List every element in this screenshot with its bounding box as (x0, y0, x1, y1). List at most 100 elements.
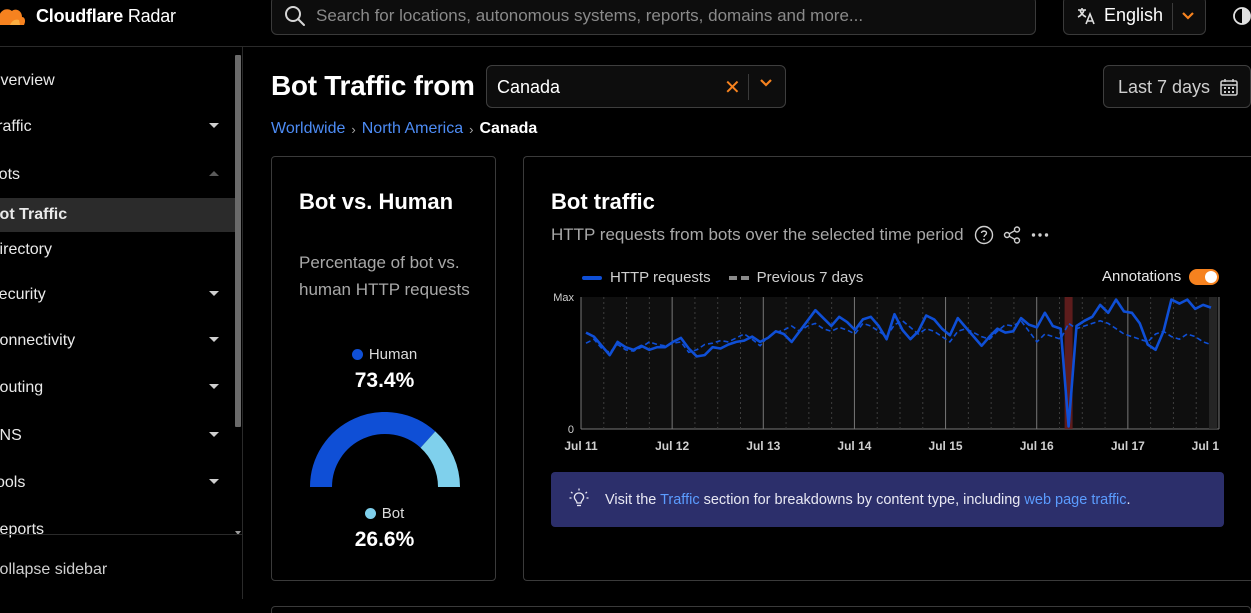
human-label: Human (368, 346, 418, 363)
chevron-down-icon[interactable] (1181, 11, 1195, 21)
sidebar-item-routing[interactable]: Routing (0, 371, 236, 405)
x-tick-label: Jul 13 (746, 439, 780, 453)
sidebar-scrollbar[interactable] (234, 55, 242, 535)
divider (1172, 3, 1173, 30)
translate-icon (1077, 7, 1095, 24)
help-icon[interactable] (974, 225, 994, 245)
bot-dot-icon (364, 508, 376, 519)
breadcrumb-north-america[interactable]: North America (361, 120, 464, 137)
next-card (271, 606, 1251, 613)
human-dot-icon (351, 349, 363, 360)
brand-logo[interactable]: Cloudflare Radar (0, 5, 176, 27)
legend-label: HTTP requests (610, 269, 711, 286)
sidebar-item-label: Traffic (0, 118, 32, 135)
sidebar-item-reports[interactable]: Reports (0, 513, 236, 547)
location-select[interactable]: Canada ✕ (486, 65, 786, 108)
x-tick-label: Jul 14 (837, 439, 871, 453)
x-tick-label: Jul 12 (655, 439, 689, 453)
annotations-label: Annotations (1102, 268, 1182, 285)
annotations-toggle[interactable] (1189, 268, 1220, 285)
sidebar-item-label: Security (0, 286, 46, 303)
bot-traffic-line-chart: Jul 11 Jul 12 Jul 13 Jul 14 Jul 15 Jul 16 Jul … (553, 292, 1220, 453)
caret-down-icon (209, 123, 219, 128)
collapse-sidebar-label: Collapse sidebar (0, 561, 108, 578)
cloudflare-logo-icon (0, 9, 26, 25)
sidebar-item-label: Routing (0, 379, 44, 396)
bot-label: Bot (381, 505, 405, 522)
card-subtitle-row: HTTP requests from bots over the selecte… (551, 225, 1050, 245)
card-title: Bot vs. Human (299, 189, 454, 214)
sidebar-item-security[interactable]: Security (0, 278, 236, 312)
legend-label: Previous 7 days (756, 269, 864, 286)
human-legend: Human (272, 346, 497, 363)
sidebar-item-directory[interactable]: Directory (0, 233, 236, 267)
info-text: Visit the Traffic section for breakdowns… (605, 492, 1131, 508)
global-search[interactable] (271, 0, 1036, 35)
collapse-sidebar-button[interactable]: Collapse sidebar (0, 534, 242, 599)
human-percentage: 73.4% (354, 369, 415, 392)
sidebar-item-bot-traffic[interactable]: Bot Traffic (0, 198, 236, 232)
dashed-line-swatch-icon (728, 275, 749, 280)
sidebar-item-traffic[interactable]: Traffic (0, 110, 236, 144)
sidebar-item-bots[interactable]: Bots (0, 158, 236, 192)
share-icon[interactable] (1002, 225, 1022, 245)
caret-down-icon (209, 432, 219, 437)
sidebar-item-connectivity[interactable]: Connectivity (0, 324, 236, 358)
card-title: Bot traffic (551, 189, 655, 214)
search-input[interactable] (316, 5, 1016, 26)
legend-previous-7-days[interactable]: Previous 7 days (728, 269, 864, 286)
caret-up-icon (209, 171, 219, 176)
date-range-picker[interactable]: Last 7 days (1103, 65, 1251, 108)
bot-traffic-card: Bot traffic HTTP requests from bots over… (523, 156, 1251, 581)
caret-down-icon (209, 384, 219, 389)
clear-icon[interactable]: ✕ (724, 77, 741, 99)
solid-line-swatch-icon (582, 275, 602, 280)
search-icon (285, 5, 305, 26)
language-select[interactable]: English (1063, 0, 1206, 35)
language-label: English (1104, 5, 1164, 25)
location-value: Canada (497, 77, 561, 97)
sidebar-item-dns[interactable]: DNS (0, 419, 236, 453)
web-page-traffic-link[interactable]: web page traffic (1024, 492, 1127, 508)
chevron-right-icon: › (469, 121, 474, 137)
x-tick-label: Jul 1 (1192, 439, 1220, 453)
toggle-knob (1205, 270, 1218, 283)
sidebar-item-overview[interactable]: Overview (0, 64, 236, 98)
page-title: Bot Traffic from (271, 70, 475, 101)
chevron-down-icon[interactable] (759, 78, 773, 88)
traffic-link[interactable]: Traffic (660, 492, 700, 508)
annotation-band (1064, 297, 1073, 429)
bot-vs-human-card: Bot vs. Human Percentage of bot vs. huma… (271, 156, 496, 581)
gauge-bot-arc (420, 431, 460, 488)
brand-name: Cloudflare Radar (36, 5, 176, 26)
bot-percentage: 26.6% (354, 528, 415, 551)
breadcrumb: Worldwide › North America › Canada (271, 120, 537, 138)
sidebar-item-label: Overview (0, 72, 55, 89)
calendar-icon (1220, 79, 1238, 96)
sidebar-item-label: Bot Traffic (0, 206, 68, 223)
x-tick-label: Jul 15 (929, 439, 963, 453)
bot-human-gauge (310, 412, 460, 488)
y-tick-label: 0 (568, 424, 574, 436)
sidebar: Overview Traffic Bots Bot Traffic Direct… (0, 47, 243, 599)
breadcrumb-worldwide[interactable]: Worldwide (271, 120, 346, 137)
info-text-part: . (1126, 492, 1131, 508)
scroll-down-arrow-icon[interactable] (235, 531, 241, 535)
caret-down-icon (209, 479, 219, 484)
card-tools (974, 225, 1050, 245)
annotations-toggle-group: Annotations (1102, 268, 1220, 285)
date-range-label: Last 7 days (1118, 77, 1211, 97)
sidebar-item-tools[interactable]: Tools (0, 466, 236, 500)
legend-http-requests[interactable]: HTTP requests (582, 269, 711, 286)
chevron-right-icon: › (351, 121, 356, 137)
theme-toggle-icon[interactable] (1232, 6, 1251, 26)
http-requests-line (585, 298, 1212, 428)
y-tick-label: Max (553, 292, 574, 304)
x-tick-label: Jul 16 (1020, 439, 1054, 453)
scrollbar-thumb[interactable] (235, 55, 241, 427)
x-tick-label: Jul 11 (564, 439, 598, 453)
caret-down-icon (209, 337, 219, 342)
more-options-icon[interactable] (1030, 225, 1050, 245)
breadcrumb-current: Canada (479, 120, 538, 137)
